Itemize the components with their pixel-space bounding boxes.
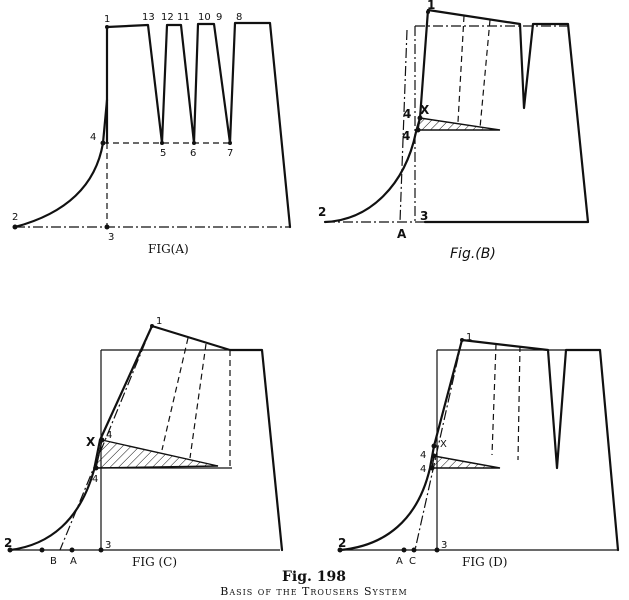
waist-darts-a xyxy=(105,21,292,229)
point-marker xyxy=(426,10,430,14)
point-label: 1 xyxy=(104,14,110,25)
point-marker xyxy=(192,141,196,145)
point-label: 1 xyxy=(156,316,162,327)
point-label: A xyxy=(396,556,403,567)
point-label: 5 xyxy=(160,148,166,159)
figure-a: 1 13 12 11 10 9 8 4 5 6 7 2 3 FIG(A) xyxy=(12,12,292,256)
point-marker xyxy=(98,547,104,553)
point-marker xyxy=(401,547,407,553)
point-label: 4 xyxy=(402,129,410,143)
point-marker xyxy=(69,547,75,553)
point-label: 3 xyxy=(441,540,447,551)
point-label: A xyxy=(397,227,407,241)
figure-d-title: FIG (D) xyxy=(462,555,507,569)
hatched-wedge-c xyxy=(95,439,219,469)
point-marker xyxy=(160,141,164,145)
point-marker xyxy=(228,141,232,145)
point-label: X xyxy=(86,435,96,449)
point-marker xyxy=(12,224,18,230)
point-marker xyxy=(431,453,437,459)
slant-guide-b xyxy=(399,29,408,223)
dart-dash-d xyxy=(517,345,521,461)
point-marker xyxy=(411,547,417,553)
figure-b: 1 4 X 4 2 3 A Fig.(B) xyxy=(318,0,590,262)
point-label: 4 xyxy=(90,132,96,143)
front-outline-d xyxy=(432,338,620,552)
point-marker xyxy=(429,465,435,471)
point-label: 3 xyxy=(105,540,111,551)
figure-number: Fig. 198 xyxy=(282,569,346,585)
point-label: A xyxy=(70,556,77,567)
point-marker xyxy=(99,437,105,443)
point-marker xyxy=(39,547,45,553)
point-label: X xyxy=(420,103,430,117)
point-label: 4 xyxy=(403,107,411,121)
point-marker xyxy=(104,224,110,230)
point-label: 6 xyxy=(190,148,196,159)
point-label: 3 xyxy=(108,232,114,243)
point-label: 10 xyxy=(198,12,211,23)
point-label: X xyxy=(440,439,447,450)
dart-dash-c xyxy=(161,337,189,451)
point-label: 12 xyxy=(161,12,174,23)
point-marker xyxy=(417,115,423,121)
point-label: 4 xyxy=(420,450,426,461)
point-marker xyxy=(337,547,343,553)
point-label: 4 xyxy=(420,464,426,475)
front-outline-b xyxy=(418,8,590,224)
figure-c: 1 X 4 4 2 B A 3 FIG (C) xyxy=(4,316,284,569)
figure-b-title: Fig.(B) xyxy=(450,246,496,262)
point-label: 1 xyxy=(427,0,435,12)
crotch-curve-a xyxy=(13,98,109,229)
hatched-wedge-d xyxy=(431,455,501,469)
figure-caption: Basis of the Trousers System xyxy=(220,585,407,598)
point-label: 4 xyxy=(92,474,98,485)
point-label: 8 xyxy=(236,12,242,23)
point-label: 13 xyxy=(142,12,155,23)
point-marker xyxy=(105,25,109,29)
point-label: 3 xyxy=(420,209,428,223)
point-label: 2 xyxy=(4,536,12,550)
front-outline-c xyxy=(98,324,284,552)
dart-dash-b xyxy=(457,15,465,123)
dart-dash-c xyxy=(189,343,207,459)
slant-guide-c xyxy=(59,325,153,551)
figure-a-title: FIG(A) xyxy=(148,242,189,256)
point-label: B xyxy=(50,556,57,567)
point-label: 4 xyxy=(106,430,112,441)
crotch-curve-b xyxy=(323,116,422,224)
point-marker xyxy=(100,140,106,146)
point-label: 7 xyxy=(227,148,233,159)
point-label: C xyxy=(409,556,416,567)
point-marker xyxy=(434,547,440,553)
point-marker xyxy=(93,465,99,471)
crotch-curve-d xyxy=(338,444,436,552)
point-marker xyxy=(7,547,13,553)
hatched-wedge-b xyxy=(417,117,501,131)
point-label: 11 xyxy=(177,12,190,23)
point-marker xyxy=(150,324,154,328)
figure-d: 1 X 4 4 2 A C 3 FIG (D) xyxy=(337,332,620,569)
dart-dash-b xyxy=(479,19,491,129)
crotch-curve-c xyxy=(8,438,102,552)
point-label: 2 xyxy=(318,205,326,219)
point-label: 9 xyxy=(216,12,222,23)
slant-guide-d xyxy=(414,339,463,551)
point-marker xyxy=(431,443,437,449)
point-marker xyxy=(460,338,464,342)
point-label: 2 xyxy=(338,536,346,550)
point-marker xyxy=(415,127,421,133)
dart-dash-d xyxy=(491,343,497,456)
point-label: 1 xyxy=(466,332,472,343)
figure-c-title: FIG (C) xyxy=(132,555,177,569)
point-label: 2 xyxy=(12,212,18,223)
